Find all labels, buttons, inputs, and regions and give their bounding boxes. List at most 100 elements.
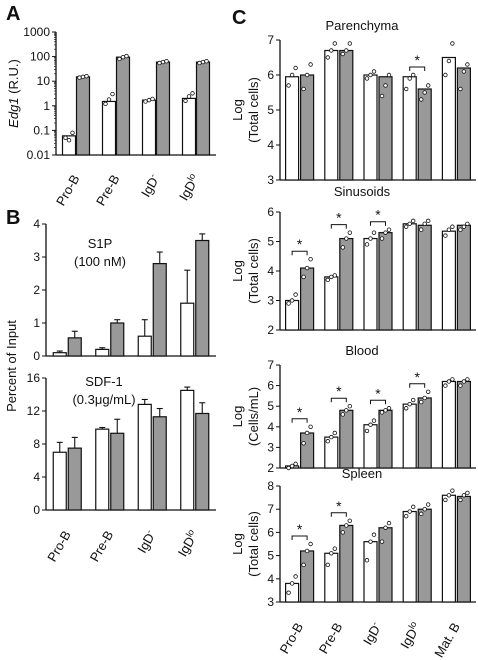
data-point	[465, 62, 470, 67]
significance-bracket	[330, 397, 347, 403]
bar	[441, 230, 456, 331]
data-point	[77, 75, 82, 80]
y-axis-title: Log	[230, 533, 245, 555]
y-axis-title: Percent of Input	[4, 320, 19, 412]
data-point	[344, 48, 349, 53]
data-point	[340, 530, 345, 535]
bar	[152, 416, 167, 511]
data-point	[422, 221, 427, 226]
y-tick-label: 4	[267, 572, 274, 586]
bar	[195, 239, 210, 357]
data-point	[286, 465, 291, 471]
data-point	[422, 507, 427, 512]
bar	[324, 276, 339, 331]
y-axis-title: (Total cells)	[246, 238, 261, 304]
y-tick-label: 100	[30, 50, 50, 64]
data-point	[344, 236, 349, 241]
significance-star: *	[336, 210, 342, 226]
data-point	[446, 493, 452, 498]
data-point	[80, 74, 86, 80]
data-point	[386, 406, 392, 411]
data-point	[407, 221, 412, 226]
y-tick-label: 5	[267, 235, 274, 249]
data-point	[157, 60, 162, 66]
data-point	[411, 218, 416, 224]
significance-bracket	[370, 221, 386, 226]
chart-a: 1000 100 10 1 0.1 0.01 Edg1 (R.U.) Pro-B Pre-B Ig…	[6, 25, 216, 208]
data-point	[66, 137, 72, 143]
data-point	[407, 76, 412, 81]
significance-star: *	[297, 236, 303, 252]
data-point	[379, 236, 385, 241]
x-category-label: IgDlo	[396, 620, 423, 652]
panel-title: SDF-1	[85, 374, 123, 389]
data-point	[301, 274, 306, 280]
chart-c3: 7 6 5 4 3 2 * * * * Blood Log (Cells/mL)	[230, 343, 476, 475]
bar	[339, 49, 354, 181]
data-point	[419, 399, 424, 405]
data-point	[304, 548, 310, 554]
data-point	[325, 562, 330, 568]
data-point	[426, 83, 431, 88]
bar	[300, 550, 315, 603]
data-point	[304, 72, 310, 78]
data-point	[286, 83, 291, 88]
y-tick-label: 3	[267, 595, 274, 609]
bar	[52, 352, 67, 357]
data-point	[289, 298, 295, 303]
y-tick-label: 0	[33, 503, 40, 517]
data-point	[204, 59, 209, 64]
bar	[195, 61, 211, 156]
bar	[456, 495, 471, 603]
y-tick-label: 4	[267, 420, 274, 434]
bar	[101, 100, 117, 156]
x-category-label: Pre-B	[87, 528, 117, 564]
bar	[152, 263, 167, 357]
bar	[141, 99, 157, 156]
significance-star: *	[375, 385, 381, 401]
bar	[110, 432, 125, 511]
data-point	[340, 245, 345, 250]
data-point	[190, 91, 195, 96]
significance-star: *	[297, 521, 303, 537]
y-tick-label: 6	[267, 205, 274, 219]
data-point	[293, 292, 298, 297]
bar	[75, 76, 91, 156]
data-point	[404, 406, 409, 411]
y-axis-title: Log	[230, 406, 245, 428]
data-point	[443, 497, 448, 503]
y-tick-label: 7	[267, 502, 274, 516]
data-point	[368, 236, 373, 241]
bar	[95, 428, 110, 511]
panel-title: Spleen	[342, 466, 382, 481]
data-point	[364, 76, 370, 81]
bar	[417, 508, 432, 603]
data-point	[379, 410, 385, 415]
y-tick-label: 0	[33, 349, 40, 363]
data-point	[301, 562, 306, 568]
bar	[110, 322, 125, 357]
data-point	[422, 90, 427, 95]
data-point	[450, 488, 455, 493]
bar	[52, 451, 67, 511]
y-tick-label: 6	[267, 525, 274, 539]
data-point	[293, 65, 298, 71]
bar	[378, 76, 393, 181]
data-point	[461, 69, 467, 74]
data-point	[404, 513, 409, 519]
y-tick-label: 2	[267, 323, 274, 337]
data-point	[329, 48, 334, 53]
bar	[363, 237, 378, 331]
data-point	[103, 101, 108, 107]
data-point	[325, 277, 330, 283]
y-tick-label: 6	[267, 379, 274, 393]
y-axis-title: (Total cells)	[246, 511, 261, 577]
y-tick-label: 2	[267, 461, 274, 475]
panel-letter-c: C	[232, 7, 246, 29]
data-point	[340, 51, 345, 57]
data-point	[289, 581, 295, 586]
data-point	[301, 86, 306, 92]
data-point	[407, 509, 412, 514]
